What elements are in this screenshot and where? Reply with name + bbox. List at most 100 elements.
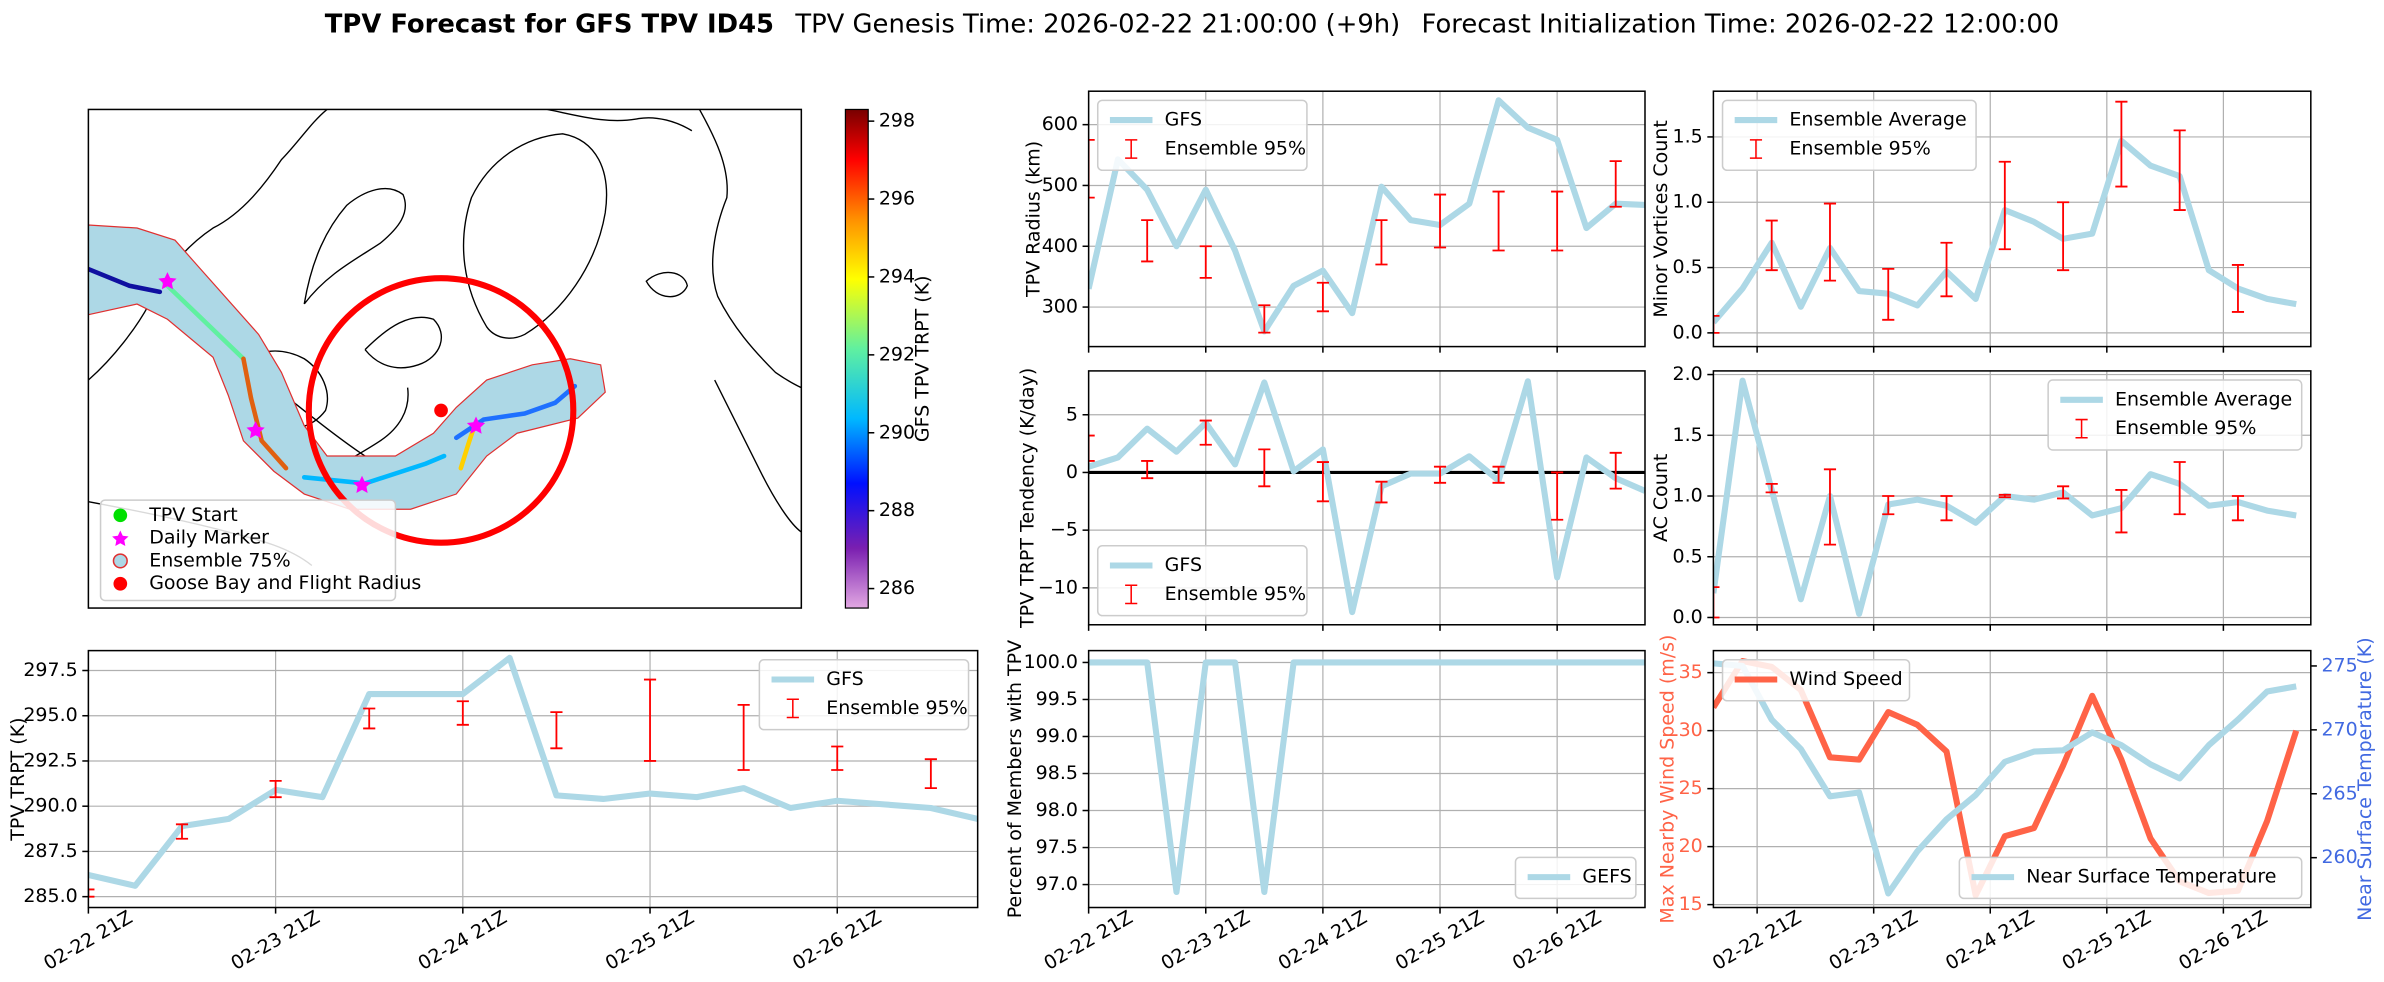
error-bar: [1433, 193, 1447, 249]
legend-box: [1096, 544, 1308, 617]
plot-frame: [1087, 649, 1646, 909]
plot-frame: [87, 649, 979, 909]
error-bar: [924, 758, 937, 790]
legend-label: GFS: [826, 668, 863, 690]
daily-markers: [158, 272, 486, 493]
y-tick-label: 300: [1042, 296, 1078, 318]
map-legend-label: Goose Bay and Flight Radius: [149, 572, 421, 594]
error-bar: [1882, 495, 1895, 516]
y-tick-label: 5: [1066, 403, 1078, 425]
legend-label: GEFS: [1582, 866, 1631, 888]
daily-marker: [158, 272, 177, 290]
y-tick-label: 20: [1679, 835, 1703, 857]
title-genesis: TPV Genesis Time: 2026-02-22 21:00:00 (+…: [794, 9, 1400, 39]
error-bar: [737, 703, 750, 771]
y-tick-label: 99.0: [1036, 725, 1078, 747]
error-bar: [831, 745, 844, 771]
error-bar: [1492, 190, 1505, 252]
legend-label: GFS: [1165, 554, 1202, 576]
plot-area: [1713, 377, 2297, 619]
coastline: [462, 133, 608, 339]
plot-area: [1088, 659, 1645, 896]
error-bar: [1998, 493, 2011, 499]
error-bar: [1199, 419, 1212, 446]
x-tick-label: 02-26 21Z: [1509, 906, 1605, 974]
error-bar: [1199, 245, 1212, 279]
legend-box: [1721, 99, 1977, 172]
error-bar: [1940, 495, 1953, 522]
coastline: [698, 109, 802, 389]
error-bar: [2057, 201, 2070, 272]
error-bar: [1823, 202, 1837, 282]
error-bar: [1765, 482, 1778, 494]
y2-tick-label: 265: [2321, 782, 2357, 804]
error-bar: [1088, 434, 1095, 462]
y-tick-label: 600: [1042, 113, 1078, 135]
error-bar: [1141, 219, 1154, 263]
y2-tick-label: 275: [2321, 654, 2357, 676]
x-tick-label: 02-25 21Z: [602, 906, 698, 974]
track-segment: [301, 453, 447, 486]
legend-swatch: [1125, 139, 1138, 159]
track-segment: [88, 266, 163, 295]
y-axis-label: TPV TRPT (K): [7, 717, 29, 841]
y-tick-label: 1.0: [1673, 191, 1703, 213]
series-line: [88, 654, 978, 889]
legend-box: [1721, 658, 1911, 702]
y-tick-label: 0.0: [1673, 321, 1703, 343]
legend-marker: [113, 576, 128, 591]
y-axis-label: TPV TRPT Tendency (K/day): [1016, 368, 1038, 629]
series-line: [1088, 659, 1645, 896]
y-axis-label: Max Nearby Wind Speed (m/s): [1656, 635, 1678, 924]
y2-tick-label: 260: [2321, 846, 2357, 868]
x-tick-label: 02-24 21Z: [1275, 906, 1371, 974]
error-bar: [2057, 485, 2070, 500]
y-tick-label: 15: [1679, 893, 1703, 915]
y-tick-label: −5: [1050, 519, 1078, 541]
map-legend-label: Ensemble 75%: [149, 549, 290, 571]
daily-marker: [466, 416, 486, 434]
legend-marker: [112, 553, 128, 569]
map-legend-box: [99, 499, 397, 602]
goose-bay: [434, 403, 448, 418]
coastline: [364, 316, 443, 369]
y-tick-label: 0.0: [1673, 606, 1703, 628]
coastline: [303, 187, 406, 305]
legend-label: Ensemble Average: [1789, 109, 1966, 131]
error-bar: [2173, 129, 2186, 211]
coastline: [645, 271, 689, 298]
error-bar: [1141, 460, 1154, 480]
series-line: [1088, 97, 1645, 335]
y-tick-label: 30: [1679, 719, 1703, 741]
error-bar: [643, 678, 657, 762]
y-tick-label: −10: [1038, 576, 1078, 598]
error-bar: [1258, 304, 1271, 334]
series-line: [1088, 378, 1645, 616]
legend-box: [758, 658, 970, 731]
error-bar: [550, 711, 563, 750]
error-bar: [1713, 314, 1720, 334]
legend-label: Ensemble 95%: [1165, 583, 1306, 605]
error-bar: [2115, 489, 2128, 534]
error-bar: [456, 700, 469, 726]
plot-area: [1088, 378, 1645, 616]
colorbar-tick-label: 290: [879, 421, 915, 443]
y-axis-label: Percent of Members with TPV: [1004, 640, 1026, 918]
map-legend-label: Daily Marker: [149, 527, 269, 549]
y-tick-label: 297.5: [23, 659, 77, 681]
y-tick-label: 400: [1042, 235, 1078, 257]
legend-label: GFS: [1165, 109, 1202, 131]
y2-axis-label: Near Surface Temperature (K): [2354, 637, 2376, 920]
error-bar: [269, 779, 282, 799]
colorbar-tick-label: 296: [879, 188, 915, 210]
legend-swatch: [2075, 418, 2088, 439]
y-tick-label: 2.0: [1673, 363, 1703, 385]
y-tick-label: 100.0: [1024, 651, 1078, 673]
x-tick-label: 02-23 21Z: [1157, 906, 1253, 974]
error-bar: [1375, 480, 1388, 504]
y-axis-label: AC Count: [1650, 454, 1672, 542]
map-frame: [87, 108, 803, 609]
error-bar: [1551, 471, 1564, 521]
y-tick-label: 97.0: [1036, 873, 1078, 895]
error-bar: [1765, 219, 1778, 272]
